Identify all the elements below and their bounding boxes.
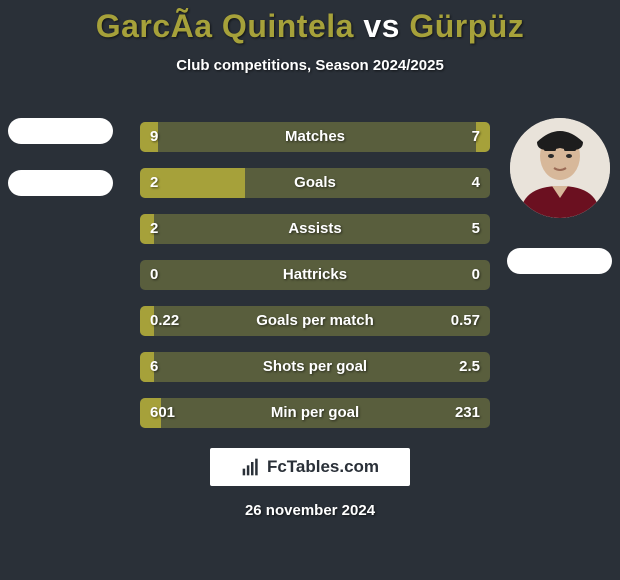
bar-label: Min per goal [140,398,490,428]
bar-row: 00Hattricks [140,260,490,290]
bar-label: Matches [140,122,490,152]
bar-row: 601231Min per goal [140,398,490,428]
bar-row: 62.5Shots per goal [140,352,490,382]
date-text: 26 november 2024 [0,502,620,519]
chart-icon [241,457,261,477]
bar-row: 97Matches [140,122,490,152]
bar-label: Goals [140,168,490,198]
player-right-pill [507,248,612,274]
comparison-bars: 97Matches 24Goals 25Assists 00Hattricks 0.22… [140,122,490,444]
subtitle: Club competitions, Season 2024/2025 [0,57,620,74]
bar-label: Assists [140,214,490,244]
bar-label: Hattricks [140,260,490,290]
bar-row: 0.220.57Goals per match [140,306,490,336]
watermark: FcTables.com [210,448,410,486]
bar-row: 24Goals [140,168,490,198]
avatar-placeholder-icon [510,118,610,218]
player-left-panel [8,118,113,196]
bar-row: 25Assists [140,214,490,244]
watermark-text: FcTables.com [267,457,379,477]
bar-label: Goals per match [140,306,490,336]
player-right-panel [507,118,612,274]
player-right-avatar [510,118,610,218]
page-title: GarcÃ­a Quintela vs Gürpüz [0,0,620,45]
player-left-pill-2 [8,170,113,196]
player-left-pill-1 [8,118,113,144]
bar-label: Shots per goal [140,352,490,382]
